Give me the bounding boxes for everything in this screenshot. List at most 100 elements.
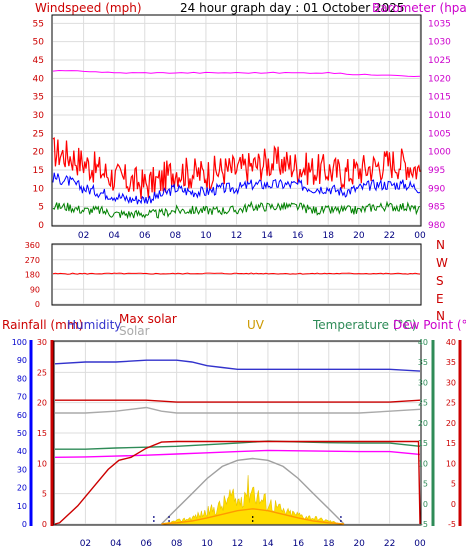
humidity-tick-label: 70 bbox=[17, 393, 27, 402]
humidity-tick-label: 60 bbox=[17, 411, 27, 420]
temp-series-line bbox=[55, 440, 421, 450]
solar-area bbox=[161, 475, 345, 525]
max-solar-label: Max solar bbox=[119, 312, 177, 326]
compass-tick-label: E bbox=[436, 292, 444, 306]
wind-grid bbox=[53, 16, 421, 226]
temp-x-tick-label: 00 bbox=[414, 539, 426, 549]
wind-tick-label: 30 bbox=[33, 111, 45, 121]
compass-tick-label: N bbox=[436, 309, 445, 323]
wind-tick-label: 35 bbox=[33, 93, 44, 103]
wind-series-line bbox=[52, 200, 421, 220]
temp-series-line bbox=[55, 406, 421, 414]
temp-x-tick-label: 12 bbox=[232, 539, 243, 549]
direction-series-line bbox=[52, 272, 421, 275]
temp-x-tick-label: 22 bbox=[384, 539, 395, 549]
barometer-tick-label: 995 bbox=[428, 166, 445, 176]
direction-tick-label: 0 bbox=[35, 300, 40, 309]
wind-x-tick-label: 06 bbox=[139, 231, 151, 241]
barometer-tick-label: 985 bbox=[428, 203, 445, 213]
wind-series-line bbox=[52, 69, 421, 78]
humidity-tick-label: 40 bbox=[17, 447, 27, 456]
barometer-tick-label: 1025 bbox=[428, 56, 451, 66]
temperature-tick-label: 20 bbox=[418, 419, 428, 428]
temp-x-tick-label: 18 bbox=[323, 539, 335, 549]
wind-x-tick-label: 00 bbox=[414, 231, 426, 241]
rainfall-tick-label: 10 bbox=[37, 459, 47, 468]
temp-series-line bbox=[161, 457, 345, 525]
temp-x-tick-label: 04 bbox=[110, 539, 122, 549]
temperature-tick-label: -5 bbox=[420, 520, 428, 529]
barometer-tick-label: 980 bbox=[428, 221, 445, 231]
wind-tick-label: 25 bbox=[33, 129, 44, 139]
humidity-tick-label: 20 bbox=[17, 484, 27, 493]
barometer-label: Barometer (hpa) bbox=[372, 1, 466, 15]
temperature-tick-label: 30 bbox=[418, 378, 428, 387]
wind-y-axis: 0 5 10 15 20 25 30 35 40 45 50 55 bbox=[33, 19, 45, 231]
temp-x-tick-label: 10 bbox=[201, 539, 213, 549]
solar-label: Solar bbox=[119, 324, 150, 338]
wind-series-line bbox=[52, 137, 421, 200]
wind-tick-label: 10 bbox=[33, 184, 45, 194]
direction-series bbox=[52, 272, 421, 275]
barometer-tick-label: 1010 bbox=[428, 111, 451, 121]
wind-tick-label: 20 bbox=[33, 148, 45, 158]
barometer-tick-label: 1015 bbox=[428, 93, 451, 103]
temperature-tick-label: 25 bbox=[418, 399, 428, 408]
barometer-y-axis: 980 985 990 995 1000 1005 1010 1015 1020 1025 1030… bbox=[428, 19, 451, 231]
temp-humidity-panel: Rainfall (mm) Humidity Max solar Solar U… bbox=[2, 312, 466, 549]
temp-series bbox=[54, 359, 421, 525]
wind-x-tick-label: 14 bbox=[261, 231, 273, 241]
wind-tick-label: 15 bbox=[33, 166, 44, 176]
temp-x-tick-label: 20 bbox=[353, 539, 365, 549]
wind-series bbox=[52, 69, 421, 220]
humidity-tick-label: 100 bbox=[12, 338, 27, 347]
dew-point-tick-label: 20 bbox=[446, 419, 456, 428]
wind-tick-label: 5 bbox=[38, 203, 44, 213]
direction-tick-label: 180 bbox=[25, 271, 40, 280]
wind-x-tick-label: 22 bbox=[384, 231, 395, 241]
wind-series-line bbox=[52, 172, 421, 205]
humidity-tick-label: 10 bbox=[17, 502, 27, 511]
temperature-tick-label: 40 bbox=[418, 338, 428, 347]
wind-x-tick-label: 18 bbox=[323, 231, 335, 241]
barometer-tick-label: 1005 bbox=[428, 129, 451, 139]
barometer-tick-label: 1020 bbox=[428, 74, 451, 84]
humidity-tick-label: 80 bbox=[17, 374, 27, 383]
temp-x-tick-label: 08 bbox=[171, 539, 183, 549]
windspeed-label: Windspeed (mph) bbox=[35, 1, 142, 15]
humidity-tick-label: 90 bbox=[17, 356, 27, 365]
wind-tick-label: 55 bbox=[33, 19, 44, 29]
barometer-tick-label: 990 bbox=[428, 184, 445, 194]
temp-x-tick-label: 16 bbox=[293, 539, 305, 549]
temp-series-line bbox=[55, 399, 421, 403]
dew-point-tick-label: -5 bbox=[448, 520, 456, 529]
direction-tick-label: 90 bbox=[30, 285, 40, 294]
temp-series-line bbox=[54, 449, 421, 458]
dew-point-tick-label: 15 bbox=[446, 439, 456, 448]
dew-point-tick-label: 40 bbox=[446, 338, 456, 347]
temp-series-line bbox=[54, 440, 421, 525]
temperature-label: Temperature (°C) bbox=[312, 318, 417, 332]
wind-tick-label: 40 bbox=[33, 74, 45, 84]
temperature-tick-label: 35 bbox=[418, 358, 428, 367]
wind-x-tick-label: 16 bbox=[292, 231, 304, 241]
wind-tick-label: 45 bbox=[33, 56, 44, 66]
barometer-tick-label: 1030 bbox=[428, 38, 451, 48]
rainfall-tick-label: 30 bbox=[37, 338, 47, 347]
humidity-tick-label: 0 bbox=[22, 520, 27, 529]
uv-label: UV bbox=[247, 318, 265, 332]
barometer-tick-label: 1000 bbox=[428, 148, 451, 158]
rainfall-tick-label: 25 bbox=[37, 368, 47, 377]
direction-tick-label: 360 bbox=[25, 241, 40, 250]
humidity-label: Humidity bbox=[67, 318, 121, 332]
temp-x-tick-label: 14 bbox=[262, 539, 274, 549]
temp-series-line bbox=[54, 359, 421, 372]
wind-tick-label: 50 bbox=[33, 38, 45, 48]
rainfall-tick-label: 5 bbox=[42, 490, 47, 499]
humidity-y-axis: 0 10 20 30 40 50 60 70 80 90 100 bbox=[12, 338, 27, 529]
compass-tick-label: S bbox=[436, 274, 444, 288]
humidity-tick-label: 50 bbox=[17, 429, 27, 438]
wind-barometer-panel: Windspeed (mph) 24 hour graph day : 01 O… bbox=[33, 1, 466, 241]
temperature-y-axis: -5 0 5 10 15 20 25 30 35 40 bbox=[418, 338, 428, 529]
